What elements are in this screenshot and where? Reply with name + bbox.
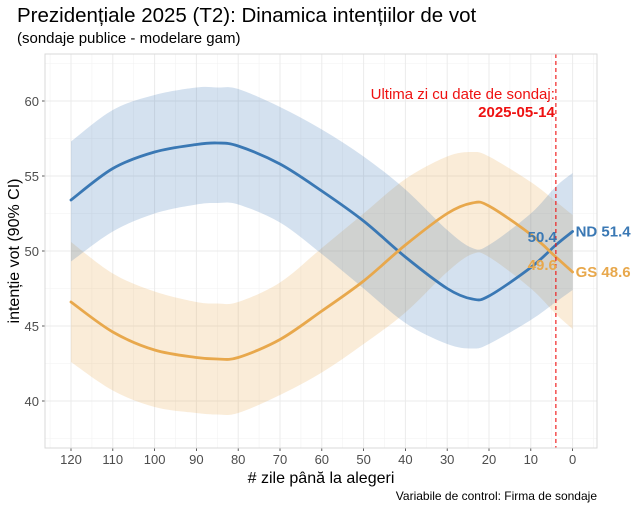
panel-border bbox=[44, 53, 598, 449]
last-poll-caption: Ultima zi cu date de sondaj: bbox=[371, 86, 555, 103]
x-tick-label: 110 bbox=[102, 452, 123, 467]
x-tick-label: 80 bbox=[231, 452, 245, 467]
line-nd bbox=[69, 141, 574, 302]
chart-title: Prezidențiale 2025 (T2): Dinamica intenț… bbox=[17, 4, 477, 27]
y-tick-label: 55 bbox=[25, 169, 39, 184]
x-tick-label: 100 bbox=[144, 452, 166, 467]
x-tick-label: 60 bbox=[315, 452, 329, 467]
y-axis-title: intenție vot (90% CI) bbox=[6, 179, 23, 324]
ci-band-gs bbox=[71, 151, 573, 415]
marker-label-gs: 49.6 bbox=[528, 257, 557, 274]
series-lines bbox=[69, 141, 574, 361]
x-tick-label: 50 bbox=[356, 452, 370, 467]
x-axis-title: # zile până la alegeri bbox=[248, 470, 395, 487]
x-tick-label: 10 bbox=[524, 452, 538, 467]
end-label-nd: ND 51.4 bbox=[576, 224, 632, 241]
chart-caption: Variabile de control: Firma de sondaje bbox=[395, 489, 597, 503]
grid bbox=[45, 54, 597, 448]
end-label-gs: GS 48.6 bbox=[576, 264, 631, 281]
x-tick-label: 70 bbox=[273, 452, 287, 467]
x-tick-label: 120 bbox=[60, 452, 82, 467]
ci-band-nd bbox=[71, 86, 573, 349]
chart-subtitle: (sondaje publice - modelare gam) bbox=[17, 30, 241, 47]
x-tick-label: 90 bbox=[189, 452, 203, 467]
y-tick-label: 50 bbox=[25, 244, 39, 259]
marker-label-nd: 50.4 bbox=[528, 229, 558, 246]
x-tick-label: 40 bbox=[398, 452, 412, 467]
y-tick-label: 45 bbox=[25, 319, 39, 334]
x-tick-label: 0 bbox=[569, 452, 576, 467]
y-tick-label: 60 bbox=[25, 94, 39, 109]
line-gs bbox=[69, 200, 574, 361]
annotations: Ultima zi cu date de sondaj:2025-05-14 bbox=[371, 54, 557, 448]
x-tick-label: 30 bbox=[440, 452, 454, 467]
axes: 120 110 100 90 80 70 60 50 40 30 20 10 04045505560# … bbox=[6, 94, 576, 487]
confidence-bands bbox=[71, 86, 573, 415]
series-labels: ND 51.4 GS 48.6 50.4 49.6 bbox=[528, 224, 632, 282]
y-tick-label: 40 bbox=[25, 394, 39, 409]
x-tick-label: 20 bbox=[482, 452, 496, 467]
last-poll-date-label: 2025-05-14 bbox=[478, 104, 555, 121]
